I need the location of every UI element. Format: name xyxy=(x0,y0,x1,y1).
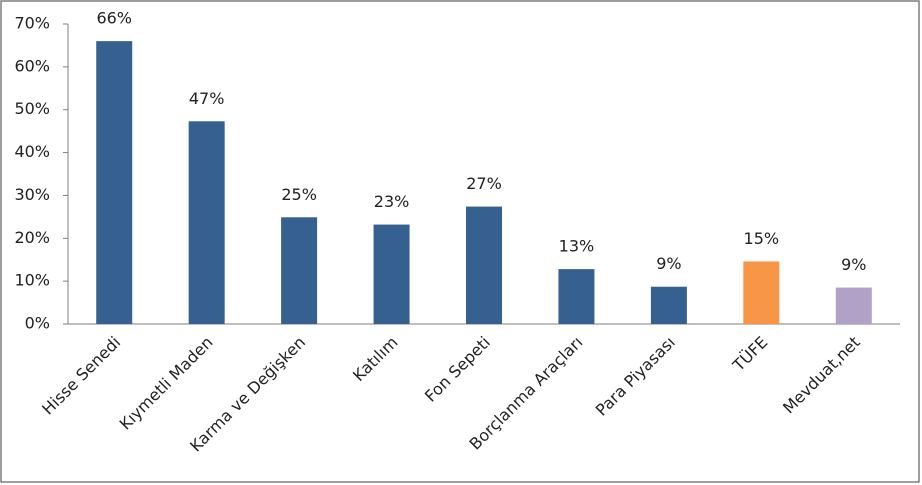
data-label: 9% xyxy=(656,254,681,273)
bar xyxy=(650,286,687,324)
data-label: 66% xyxy=(96,9,132,28)
data-label: 15% xyxy=(744,229,780,248)
y-tick-label: 10% xyxy=(14,271,50,290)
y-tick-label: 30% xyxy=(14,185,50,204)
bar xyxy=(188,121,225,325)
bar xyxy=(373,224,410,324)
data-label: 9% xyxy=(841,255,866,274)
y-tick-label: 20% xyxy=(14,228,50,247)
bar xyxy=(281,217,318,324)
data-label: 47% xyxy=(189,89,225,108)
bar xyxy=(558,269,595,324)
data-label: 23% xyxy=(374,192,410,211)
bar xyxy=(743,261,780,324)
bar xyxy=(835,287,872,324)
y-tick-label: 40% xyxy=(14,142,50,161)
y-tick-label: 60% xyxy=(14,56,50,75)
data-label: 13% xyxy=(559,237,595,256)
bar xyxy=(466,206,502,324)
y-tick-label: 70% xyxy=(14,14,50,33)
data-label: 25% xyxy=(281,185,317,204)
y-tick-label: 50% xyxy=(14,99,50,118)
y-tick-label: 0% xyxy=(25,314,50,333)
data-label: 27% xyxy=(466,174,502,193)
bar xyxy=(96,41,133,325)
